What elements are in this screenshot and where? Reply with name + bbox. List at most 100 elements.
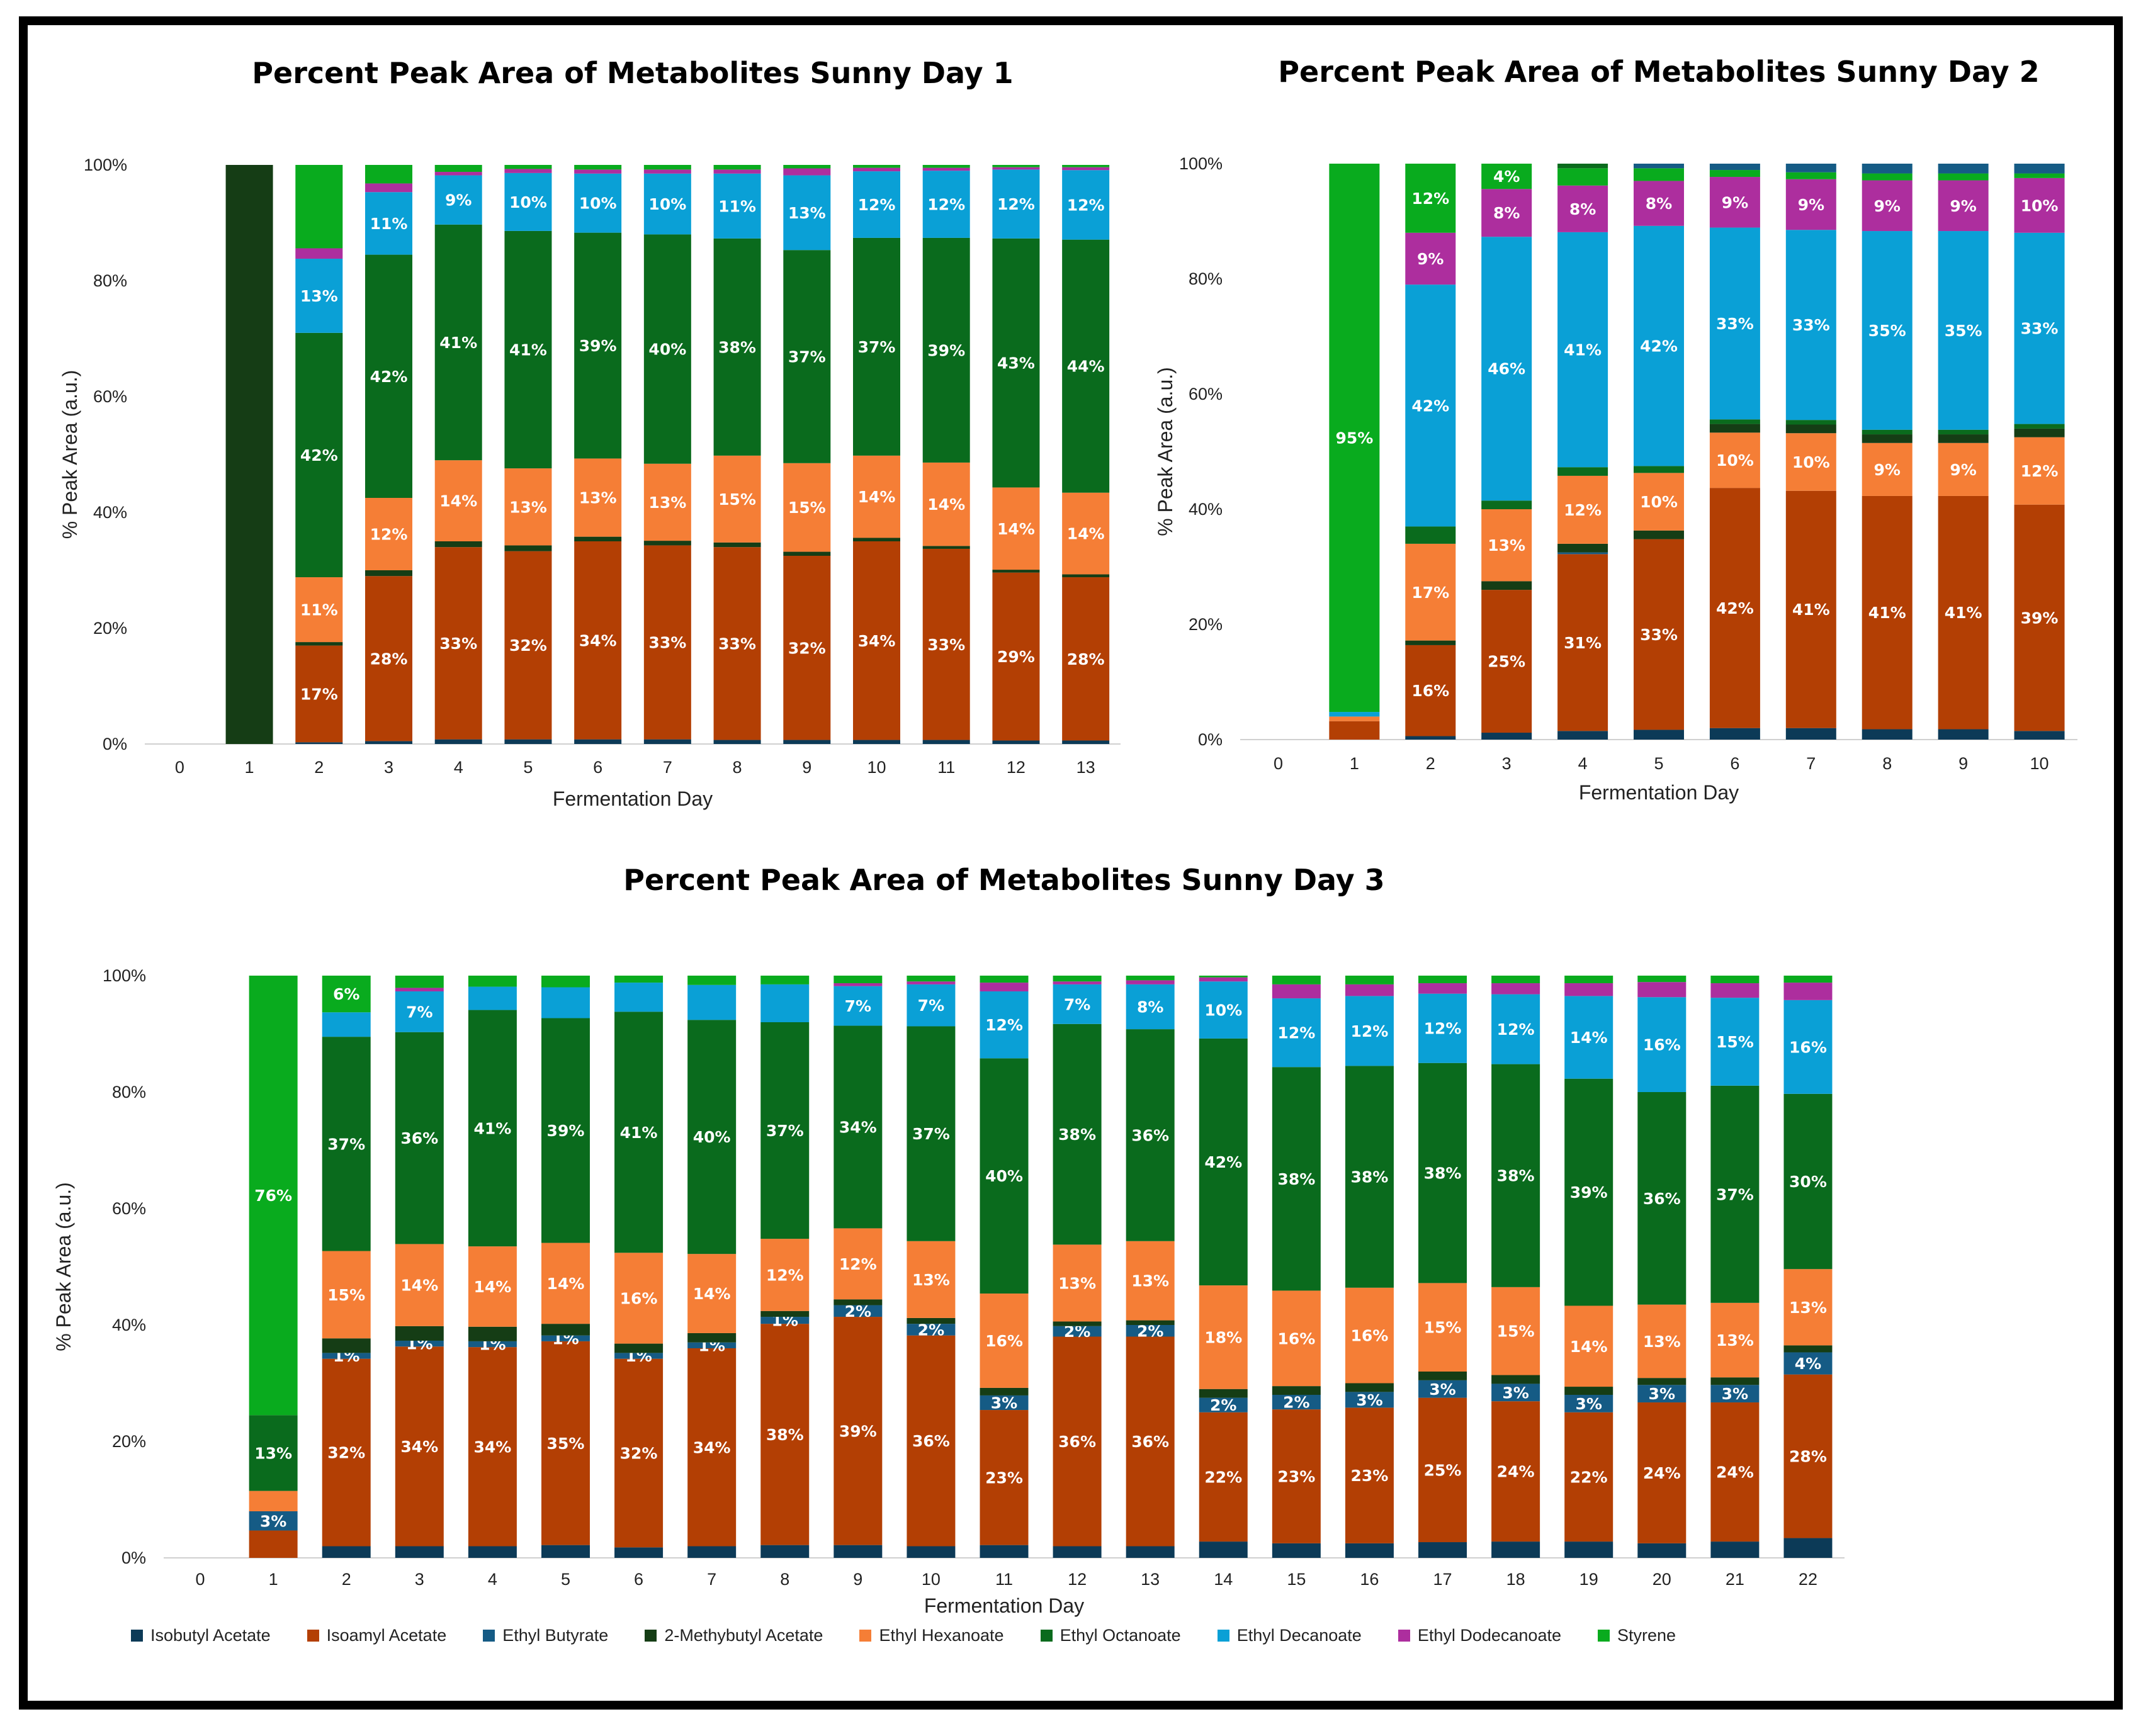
- data-label: 38%: [1277, 1170, 1315, 1188]
- bar-segment: [1345, 1383, 1394, 1392]
- data-label: 14%: [858, 488, 896, 506]
- bar-segment: [1405, 164, 1456, 233]
- bar-segment: [1710, 983, 1760, 998]
- data-label: 16%: [1789, 1038, 1827, 1056]
- x-tick-label: 9: [802, 758, 811, 777]
- bar-day-15: 23% 2% 16% 38% 12%: [1272, 976, 1321, 1558]
- bar-segment: [1785, 230, 1836, 420]
- data-label: 39%: [2021, 609, 2059, 627]
- bar-segment: [1637, 1385, 1687, 1403]
- bar-segment: [1272, 1543, 1321, 1558]
- x-tick-label: 0: [175, 758, 184, 777]
- bar-segment: [1557, 168, 1608, 186]
- bar-segment: [434, 172, 482, 176]
- bar-segment: [1345, 1066, 1394, 1288]
- data-label: 3%: [1575, 1395, 1602, 1413]
- bar-segment: [1637, 1543, 1687, 1558]
- bar-segment: [1491, 1064, 1540, 1287]
- chart-sunny-day-2: Percent Peak Area of Metabolites Sunny D…: [1154, 55, 2077, 804]
- bar-segment: [1557, 185, 1608, 232]
- bar-segment: [295, 165, 343, 249]
- bar-segment: [365, 192, 412, 255]
- bar-day-5: 33% 10% 42% 8%: [1634, 164, 1684, 740]
- bar-segment: [1557, 543, 1608, 553]
- legend-label: Styrene: [1617, 1626, 1676, 1645]
- bar-segment: [2014, 424, 2065, 429]
- bar-day-11: 23% 3% 16% 40% 12%: [980, 976, 1029, 1558]
- data-label: 14%: [997, 520, 1035, 538]
- x-axis-title: Fermentation Day: [553, 787, 713, 810]
- data-label: 3%: [1356, 1391, 1382, 1409]
- bar-segment: [1272, 1386, 1321, 1395]
- bar-segment: [395, 988, 444, 991]
- data-label: 15%: [1716, 1033, 1754, 1051]
- data-label: 34%: [400, 1438, 438, 1456]
- bar-segment: [1199, 1397, 1248, 1412]
- data-label: 9%: [1874, 197, 1901, 215]
- data-label: 32%: [509, 636, 547, 655]
- bar-segment: [1405, 736, 1456, 740]
- bar-segment: [907, 1241, 956, 1318]
- data-label: 10%: [1640, 493, 1678, 511]
- bar-segment: [504, 739, 552, 744]
- data-label: 33%: [1792, 316, 1830, 334]
- bar-segment: [1557, 164, 1608, 169]
- bar-segment: [992, 169, 1040, 239]
- data-label: 95%: [1335, 429, 1373, 448]
- data-label: 42%: [1411, 397, 1449, 415]
- bar-segment: [614, 1253, 664, 1344]
- bar-segment: [1564, 1387, 1613, 1395]
- x-tick-label: 6: [593, 758, 602, 777]
- bar-segment: [504, 169, 552, 173]
- bar-segment: [1637, 1304, 1687, 1378]
- bar-segment: [365, 741, 412, 744]
- data-label: 10%: [648, 195, 686, 213]
- bar-day-1: 95%: [1329, 164, 1380, 740]
- data-label: 16%: [1277, 1329, 1315, 1348]
- bar-segment: [922, 548, 970, 740]
- data-label: 2%: [845, 1302, 871, 1321]
- data-label: 12%: [1351, 1022, 1389, 1040]
- x-tick-label: 7: [663, 758, 672, 777]
- data-label: 39%: [839, 1422, 877, 1440]
- bar-segment: [922, 546, 970, 549]
- data-label: 18%: [1204, 1328, 1242, 1346]
- data-label: 12%: [1277, 1024, 1315, 1042]
- data-label: 15%: [1497, 1322, 1535, 1341]
- bar-segment: [980, 976, 1029, 983]
- bar-segment: [295, 248, 343, 259]
- bar-segment: [1053, 976, 1102, 982]
- bar-segment: [1481, 733, 1532, 740]
- y-axis-title: % Peak Area (a.u.): [1154, 367, 1177, 536]
- legend-item: Ethyl Octanoate: [1040, 1626, 1181, 1645]
- data-label: 25%: [1488, 653, 1525, 671]
- data-label: 10%: [1204, 1001, 1242, 1020]
- bar-segment: [1709, 432, 1760, 488]
- bar-segment: [1272, 998, 1321, 1068]
- data-label: 9%: [1950, 197, 1976, 215]
- data-label: 35%: [1868, 322, 1906, 340]
- data-label: 3%: [260, 1512, 286, 1530]
- bar-segment: [1345, 976, 1394, 984]
- bar-segment: [295, 742, 343, 744]
- bar-segment: [1709, 227, 1760, 420]
- data-label: 17%: [1411, 583, 1449, 602]
- bar-segment: [1405, 232, 1456, 285]
- bar-segment: [643, 541, 691, 546]
- bar-segment: [713, 455, 761, 543]
- bar-segment: [1862, 434, 1913, 443]
- data-label: 33%: [1640, 626, 1678, 644]
- data-label: 7%: [845, 997, 871, 1015]
- bar-day-16: 23% 3% 16% 38% 12%: [1345, 976, 1394, 1558]
- bar-segment: [1126, 1546, 1175, 1558]
- bar-segment: [713, 238, 761, 456]
- bar-segment: [1709, 177, 1760, 228]
- bar-segment: [980, 1387, 1029, 1395]
- bar-segment: [541, 1324, 590, 1336]
- x-tick-label: 2: [314, 758, 324, 777]
- bar-segment: [249, 1491, 298, 1511]
- data-label: 28%: [1067, 650, 1105, 668]
- bar-segment: [614, 1343, 664, 1353]
- data-label: 12%: [997, 195, 1035, 213]
- bar-segment: [1199, 1542, 1248, 1558]
